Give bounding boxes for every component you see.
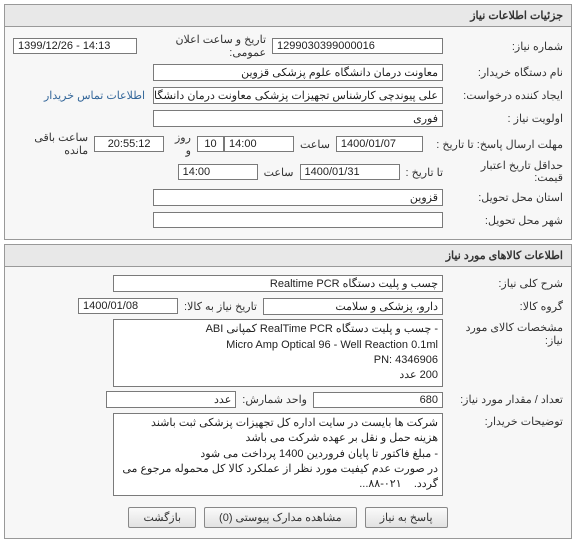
panel1-body: شماره نیاز: 1299030399000016 تاریخ و ساع… — [5, 27, 571, 239]
remain-label: ساعت باقی مانده — [13, 131, 94, 157]
min-valid-label: حداقل تاریخ اعتبار قیمت: — [443, 160, 563, 184]
need-details-panel: جزئیات اطلاعات نیاز شماره نیاز: 12990303… — [4, 4, 572, 240]
request-number-field[interactable]: 1299030399000016 — [272, 38, 443, 54]
need-date-label: تاریخ نیاز به کالا: — [178, 300, 263, 313]
row-notes: توضیحات خریدار: شرکت ها بایست در سایت اد… — [13, 413, 563, 496]
row-province: استان محل تحویل: قزوین — [13, 187, 563, 207]
remain-time-field[interactable]: 20:55:12 — [94, 136, 164, 152]
row-request-number: شماره نیاز: 1299030399000016 تاریخ و ساع… — [13, 33, 563, 59]
spec-label: مشخصات کالای مورد نیاز: — [443, 319, 563, 347]
province-label: استان محل تحویل: — [443, 191, 563, 204]
need-date-field[interactable]: 1400/01/08 — [78, 298, 178, 314]
min-valid-time-field[interactable]: 14:00 — [178, 164, 258, 180]
general-desc-field[interactable]: چسب و پلیت دستگاه Realtime PCR — [113, 275, 443, 292]
announce-field[interactable]: 1399/12/26 - 14:13 — [13, 38, 137, 54]
row-min-valid: حداقل تاریخ اعتبار قیمت: تا تاریخ : 1400… — [13, 160, 563, 184]
buyer-label: نام دستگاه خریدار: — [443, 66, 563, 79]
qty-label: تعداد / مقدار مورد نیاز: — [443, 393, 563, 406]
deadline-label: مهلت ارسال پاسخ: تا تاریخ : — [423, 138, 563, 151]
unit-field[interactable]: عدد — [106, 391, 236, 408]
requester-label: ایجاد کننده درخواست: — [443, 89, 563, 102]
request-number-label: شماره نیاز: — [443, 40, 563, 53]
row-general-desc: شرح کلی نیاز: چسب و پلیت دستگاه Realtime… — [13, 273, 563, 293]
group-field[interactable]: دارو، پزشکی و سلامت — [263, 298, 443, 315]
row-group: گروه کالا: دارو، پزشکی و سلامت تاریخ نیا… — [13, 296, 563, 316]
row-requester: ایجاد کننده درخواست: علی پیوندچی کارشناس… — [13, 85, 563, 105]
view-attachments-button[interactable]: مشاهده مدارک پیوستی (0) — [204, 507, 357, 528]
panel2-header: اطلاعات کالاهای مورد نیاز — [5, 245, 571, 267]
row-qty: تعداد / مقدار مورد نیاز: 680 واحد شمارش:… — [13, 390, 563, 410]
row-deadline: مهلت ارسال پاسخ: تا تاریخ : 1400/01/07 س… — [13, 131, 563, 157]
general-desc-label: شرح کلی نیاز: — [443, 277, 563, 290]
unit-label: واحد شمارش: — [236, 393, 313, 406]
notes-field[interactable]: شرکت ها بایست در سایت اداره کل تجهیزات پ… — [113, 413, 443, 496]
city-label: شهر محل تحویل: — [443, 214, 563, 227]
priority-label: اولویت نیاز : — [443, 112, 563, 125]
min-valid-time-label: ساعت — [258, 166, 300, 179]
deadline-date-field[interactable]: 1400/01/07 — [336, 136, 423, 152]
days-field[interactable]: 10 — [197, 136, 224, 152]
goods-info-panel: اطلاعات کالاهای مورد نیاز شرح کلی نیاز: … — [4, 244, 572, 539]
qty-field[interactable]: 680 — [313, 392, 443, 408]
deadline-time-field[interactable]: 14:00 — [224, 136, 294, 152]
min-valid-to-label: تا تاریخ : — [400, 166, 443, 179]
action-buttons: پاسخ به نیاز مشاهده مدارک پیوستی (0) باز… — [13, 499, 563, 532]
province-field[interactable]: قزوین — [153, 189, 443, 206]
contact-buyer-link[interactable]: اطلاعات تماس خریدار — [44, 89, 153, 102]
city-field[interactable] — [153, 212, 443, 228]
requester-field[interactable]: علی پیوندچی کارشناس تجهیزات پزشکی معاونت… — [153, 87, 443, 104]
min-valid-date-field[interactable]: 1400/01/31 — [300, 164, 400, 180]
row-spec: مشخصات کالای مورد نیاز: - چسب و پلیت دست… — [13, 319, 563, 387]
panel1-header: جزئیات اطلاعات نیاز — [5, 5, 571, 27]
announce-label: تاریخ و ساعت اعلان عمومی: — [137, 33, 272, 59]
panel2-body: شرح کلی نیاز: چسب و پلیت دستگاه Realtime… — [5, 267, 571, 538]
row-priority: اولویت نیاز : فوری — [13, 108, 563, 128]
reply-button[interactable]: پاسخ به نیاز — [365, 507, 448, 528]
spec-field[interactable]: - چسب و پلیت دستگاه RealTime PCR کمپانی … — [113, 319, 443, 387]
priority-field[interactable]: فوری — [153, 110, 443, 127]
row-city: شهر محل تحویل: — [13, 210, 563, 230]
group-label: گروه کالا: — [443, 300, 563, 313]
back-button[interactable]: بازگشت — [128, 507, 196, 528]
days-label: روز و — [164, 131, 197, 157]
buyer-field[interactable]: معاونت درمان دانشگاه علوم پزشکی قزوین — [153, 64, 443, 81]
deadline-time-label: ساعت — [294, 138, 336, 151]
row-buyer: نام دستگاه خریدار: معاونت درمان دانشگاه … — [13, 62, 563, 82]
notes-label: توضیحات خریدار: — [443, 413, 563, 428]
